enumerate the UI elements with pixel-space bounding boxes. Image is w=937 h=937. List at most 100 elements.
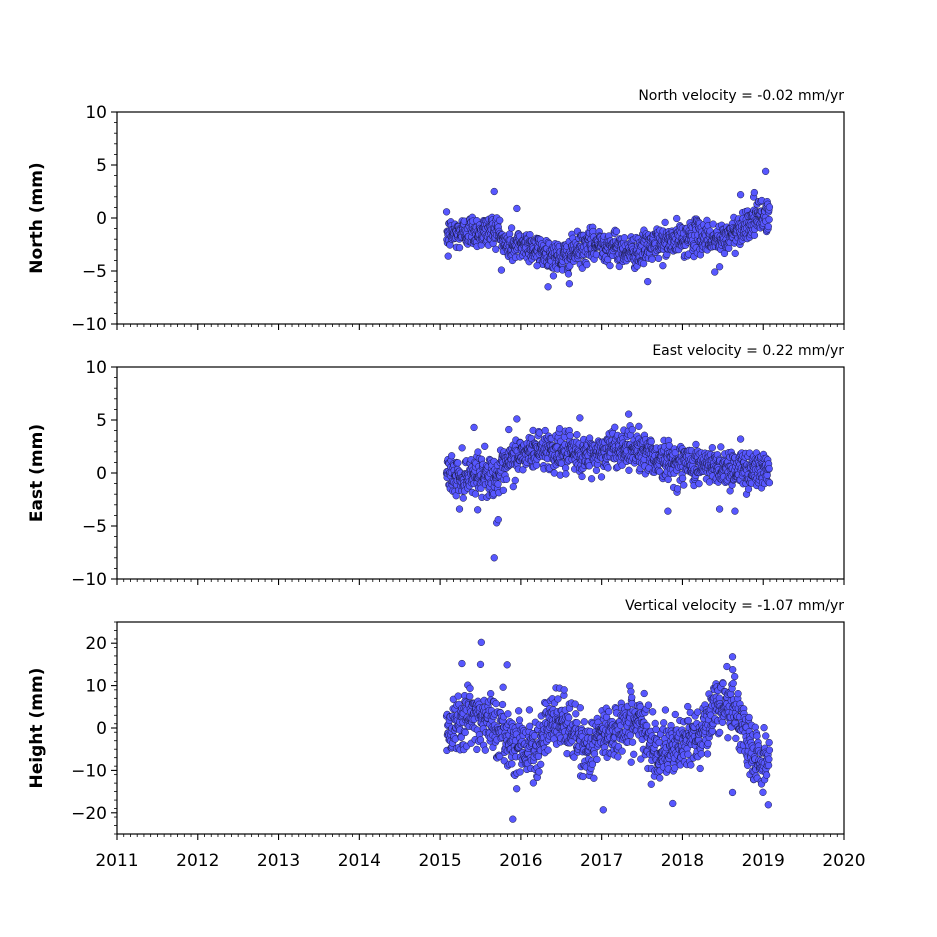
data-point (762, 732, 770, 740)
y-tick-label: 20 (85, 634, 107, 654)
data-point (731, 672, 739, 681)
data-point (497, 266, 506, 274)
data-point (573, 431, 581, 439)
y-tick-label: 10 (85, 358, 107, 378)
data-point (562, 470, 570, 478)
data-point (533, 262, 541, 270)
data-point (560, 686, 568, 694)
data-point (572, 710, 580, 718)
velocity-label: East velocity = 0.22 mm/yr (652, 343, 844, 359)
data-point (487, 689, 495, 698)
data-point (573, 719, 581, 727)
data-point (765, 738, 773, 747)
data-point (723, 662, 731, 671)
data-point (635, 422, 643, 431)
data-point (561, 464, 570, 472)
data-point (680, 481, 688, 489)
data-point (765, 746, 774, 754)
data-point (764, 801, 772, 809)
data-point (499, 683, 507, 691)
data-point (503, 661, 511, 669)
data-point (704, 739, 712, 748)
data-point (605, 707, 613, 716)
data-point (719, 679, 727, 688)
data-point (628, 693, 636, 702)
data-point (664, 475, 672, 484)
data-point (513, 415, 521, 423)
data-point (509, 483, 517, 491)
data-point (697, 750, 705, 758)
data-point (606, 261, 614, 270)
data-point (660, 719, 668, 727)
data-point (507, 224, 516, 232)
data-point (473, 745, 481, 754)
data-point (684, 702, 692, 711)
x-tick-label: 2016 (499, 851, 542, 871)
data-point (549, 272, 558, 280)
data-point (731, 249, 739, 258)
y-axis-label: North (mm) (27, 162, 47, 273)
data-point (750, 231, 759, 239)
data-point (673, 214, 681, 223)
data-point (516, 768, 524, 776)
data-point (736, 435, 745, 443)
y-tick-label: −10 (71, 570, 107, 590)
y-tick-label: 0 (96, 719, 107, 739)
data-point (578, 472, 586, 481)
data-point (592, 466, 601, 475)
data-point (576, 414, 584, 422)
data-point (576, 704, 584, 712)
scatter-points (442, 410, 774, 562)
data-point (661, 218, 669, 227)
data-point (630, 750, 638, 758)
data-point (724, 734, 732, 742)
data-point (615, 262, 623, 271)
x-tick-label: 2014 (338, 851, 381, 871)
x-tick-label: 2015 (418, 851, 461, 871)
x-tick-label: 2017 (580, 851, 623, 871)
data-point (684, 716, 692, 725)
data-point (534, 752, 543, 761)
data-point (759, 788, 767, 796)
velocity-label: North velocity = -0.02 mm/yr (638, 88, 844, 104)
y-tick-label: 5 (96, 156, 107, 176)
data-point (639, 260, 648, 268)
data-point (537, 760, 545, 768)
data-point (515, 707, 523, 715)
data-point (498, 700, 507, 709)
data-point (627, 758, 635, 766)
data-point (762, 167, 770, 176)
data-point (728, 653, 737, 661)
data-point (671, 710, 679, 719)
data-point (564, 270, 573, 278)
y-tick-label: 10 (85, 677, 107, 697)
data-point (508, 760, 516, 768)
x-tick-label: 2012 (176, 851, 219, 871)
velocity-label: Vertical velocity = -1.07 mm/yr (625, 598, 844, 614)
y-tick-label: −5 (82, 262, 107, 282)
data-point (661, 706, 670, 714)
data-point (454, 692, 462, 700)
data-point (611, 423, 619, 431)
data-point (511, 476, 519, 485)
data-point (669, 799, 677, 808)
data-point (625, 466, 633, 474)
data-point (644, 701, 653, 709)
panel-north: North velocity = -0.02 mm/yr North (mm) −1… (27, 88, 845, 335)
data-point (715, 505, 724, 513)
data-point (593, 755, 601, 764)
data-point (751, 723, 759, 731)
data-point (490, 187, 498, 196)
data-point (753, 732, 761, 740)
data-point (466, 684, 474, 692)
panel-height: Vertical velocity = -1.07 mm/yr Height (m… (27, 598, 866, 871)
data-point (764, 761, 773, 770)
data-point (580, 718, 588, 726)
data-point (513, 204, 521, 213)
data-point (765, 203, 774, 211)
data-point (566, 431, 574, 440)
data-point (455, 505, 464, 513)
x-tick-label: 2018 (661, 851, 704, 871)
y-tick-label: 10 (85, 103, 107, 123)
